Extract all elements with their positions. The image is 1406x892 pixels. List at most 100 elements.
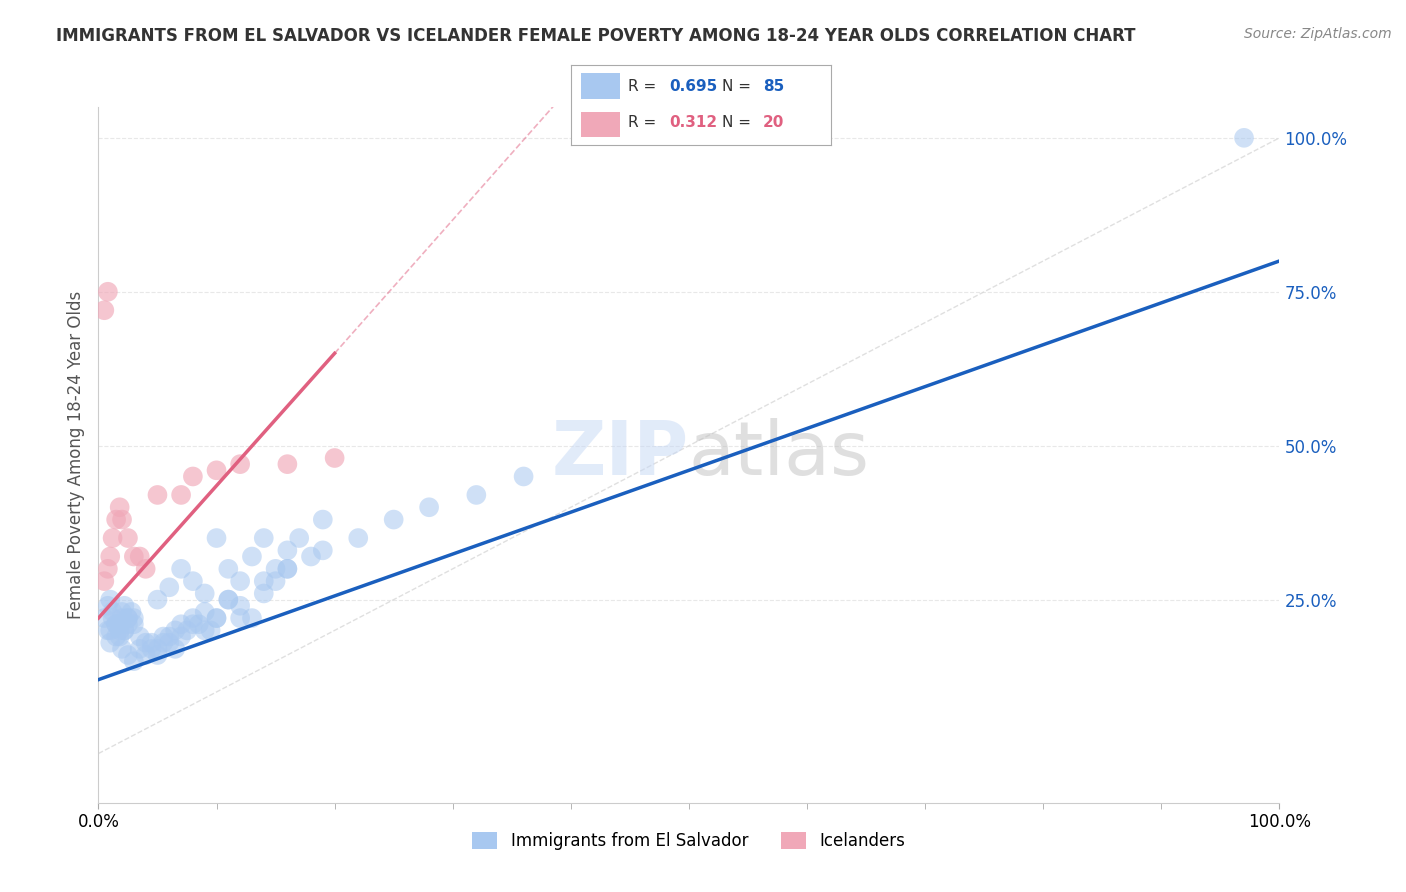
Point (205, 611, 228, 625)
Point (101, 605, 124, 619)
Point (93, 611, 115, 625)
Point (187, 617, 209, 632)
Point (181, 617, 204, 632)
Point (97, 599, 120, 613)
Point (347, 531, 370, 545)
Point (276, 562, 298, 576)
Point (217, 592, 239, 607)
Point (253, 574, 276, 589)
Point (128, 641, 150, 656)
Point (181, 574, 204, 589)
Point (205, 611, 228, 625)
Point (253, 586, 276, 600)
Point (229, 457, 252, 471)
Point (176, 624, 198, 638)
Point (105, 512, 128, 526)
Point (288, 531, 311, 545)
Point (117, 617, 139, 632)
Point (312, 543, 335, 558)
Point (108, 630, 131, 644)
Point (229, 574, 252, 589)
Point (194, 586, 217, 600)
Point (205, 463, 228, 477)
Point (135, 648, 157, 662)
Point (146, 641, 169, 656)
Point (170, 617, 193, 632)
Point (117, 648, 139, 662)
Point (157, 636, 180, 650)
Point (170, 630, 193, 644)
Point (98, 624, 121, 638)
Point (299, 549, 322, 564)
Point (165, 641, 187, 656)
Point (217, 562, 239, 576)
Point (200, 624, 222, 638)
Point (240, 549, 263, 564)
Point (105, 630, 128, 644)
Point (135, 562, 157, 576)
Text: IMMIGRANTS FROM EL SALVADOR VS ICELANDER FEMALE POVERTY AMONG 18-24 YEAR OLDS CO: IMMIGRANTS FROM EL SALVADOR VS ICELANDER… (56, 27, 1136, 45)
Point (465, 488, 488, 502)
Point (117, 611, 139, 625)
Point (108, 500, 131, 515)
Point (108, 617, 131, 632)
Point (117, 531, 139, 545)
Point (229, 599, 252, 613)
Point (170, 562, 193, 576)
Point (418, 500, 440, 515)
Point (98, 636, 121, 650)
Point (240, 611, 263, 625)
Point (152, 630, 174, 644)
Point (205, 531, 228, 545)
Point (135, 636, 157, 650)
Point (512, 469, 534, 483)
Point (111, 611, 134, 625)
Point (105, 617, 128, 632)
Y-axis label: Female Poverty Among 18-24 Year Olds: Female Poverty Among 18-24 Year Olds (66, 291, 84, 619)
Point (217, 592, 239, 607)
Point (122, 611, 145, 625)
Point (112, 624, 135, 638)
Point (111, 641, 134, 656)
Point (264, 574, 287, 589)
Point (97, 285, 120, 299)
Point (121, 605, 143, 619)
Point (128, 630, 150, 644)
Point (170, 488, 193, 502)
Legend: Immigrants from El Salvador, Icelanders: Immigrants from El Salvador, Icelanders (465, 826, 912, 857)
Point (276, 562, 298, 576)
Point (194, 624, 217, 638)
Point (146, 488, 169, 502)
Point (111, 605, 134, 619)
Point (152, 636, 174, 650)
Text: Source: ZipAtlas.com: Source: ZipAtlas.com (1244, 27, 1392, 41)
Point (97, 562, 120, 576)
Point (101, 611, 124, 625)
Point (181, 469, 204, 483)
Point (122, 654, 145, 668)
Point (276, 457, 298, 471)
Point (117, 611, 139, 625)
Point (181, 611, 204, 625)
Point (108, 624, 131, 638)
Point (122, 617, 145, 632)
Point (128, 549, 150, 564)
Point (253, 531, 276, 545)
Point (165, 624, 187, 638)
Point (1233, 131, 1256, 145)
Point (105, 617, 128, 632)
Point (146, 648, 169, 662)
Point (264, 562, 287, 576)
Point (157, 630, 180, 644)
Point (141, 636, 163, 650)
Point (194, 605, 217, 619)
Point (98, 592, 121, 607)
Point (141, 641, 163, 656)
Point (229, 611, 252, 625)
Point (111, 512, 134, 526)
Point (112, 599, 135, 613)
Point (93, 574, 115, 589)
Point (112, 624, 135, 638)
Point (276, 543, 298, 558)
Point (93, 303, 115, 318)
